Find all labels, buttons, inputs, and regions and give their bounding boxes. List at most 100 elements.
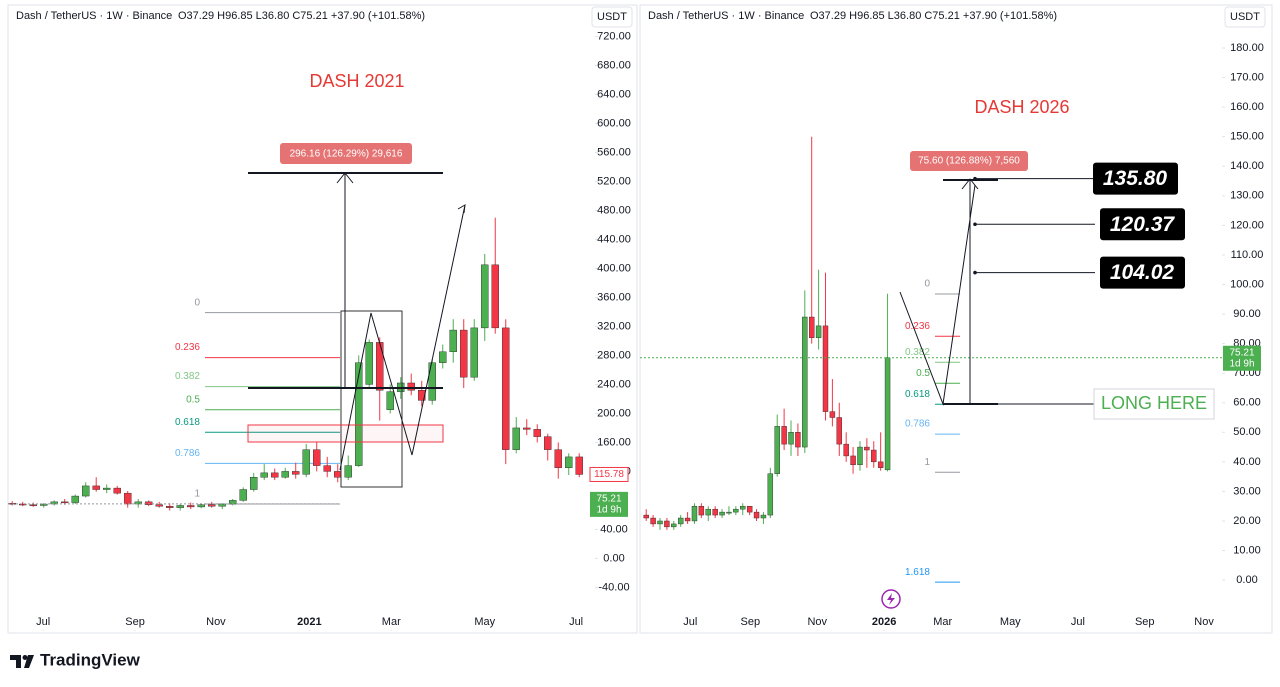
x-tick-label: Jul [683, 616, 697, 628]
y-tick-label: 130.00 [1230, 190, 1264, 202]
ohlc-header: O37.29 H96.85 L36.80 C75.21 +37.90 (+101… [810, 10, 1057, 22]
chart-title: DASH 2026 [974, 97, 1069, 117]
candle-body [470, 327, 478, 378]
candle-body [657, 520, 663, 525]
target-label: 120.37 [1110, 213, 1176, 236]
price-tag-value: 75.21 [1229, 347, 1254, 358]
target-box [1093, 162, 1178, 195]
y-tick-label: 640.00 [597, 88, 631, 100]
candle-body [376, 342, 384, 391]
candle-body [439, 351, 447, 363]
fib-label: 0 [924, 279, 930, 290]
fib-label: 0.618 [175, 417, 200, 428]
candle-body [103, 487, 111, 490]
target-box [1100, 208, 1185, 241]
fib-label: 1 [924, 457, 930, 468]
candle-body [871, 449, 877, 463]
entry-label: LONG HERE [1101, 393, 1207, 413]
candle-body [726, 511, 732, 514]
candle-body [877, 461, 884, 468]
logo [10, 655, 34, 668]
candle-body [82, 485, 90, 497]
fib-label: 0.382 [175, 371, 200, 382]
target-dot [973, 270, 977, 275]
y-tick-label: 50.00 [1233, 426, 1261, 438]
candle-body [712, 508, 718, 516]
y-tick-label: 140.00 [1230, 160, 1264, 172]
x-tick-label: May [1000, 616, 1021, 628]
candle-body [774, 426, 780, 474]
target-dot [973, 222, 977, 227]
y-tick-label: 160.00 [1230, 101, 1264, 113]
candle-body [449, 329, 457, 353]
target-label: 135.80 [1103, 167, 1168, 190]
candle-body [313, 449, 321, 466]
y-tick-label: 100.00 [1230, 278, 1264, 290]
candle-body [664, 520, 670, 528]
y-tick-label: 440.00 [597, 233, 631, 245]
y-tick-label: 560.00 [597, 146, 631, 158]
entry-box [1093, 388, 1215, 420]
currency-box [591, 6, 633, 28]
last-price-value: 115.78 [594, 469, 624, 480]
fib-label: 0.5 [186, 394, 200, 405]
candle-body [155, 504, 163, 507]
candle-body [428, 362, 436, 401]
candle-body [176, 505, 184, 508]
y-tick-label: 480.00 [597, 204, 631, 216]
y-tick-label: 150.00 [1230, 131, 1264, 143]
y-tick-label: 320.00 [597, 320, 631, 332]
y-tick-label: 200.00 [597, 407, 631, 419]
candle-body [781, 426, 787, 445]
y-tick-label: 40.00 [1233, 456, 1261, 468]
candle-body [187, 505, 195, 508]
symbol-header: Dash / TetherUS · 1W · Binance [648, 10, 804, 22]
fib-label: 0.618 [905, 389, 930, 400]
candle-body [802, 316, 808, 448]
y-tick-label: -40.00 [598, 581, 629, 593]
y-tick-label: 280.00 [597, 349, 631, 361]
candle-body [50, 501, 58, 505]
x-tick-label: Sep [741, 616, 761, 628]
candle-body [124, 492, 132, 505]
y-tick-label: 400.00 [597, 262, 631, 274]
measure-label: 75.60 (126.88%) 7,560 [918, 156, 1020, 167]
x-tick-label: Nov [1194, 616, 1214, 628]
candle-body [719, 511, 725, 516]
candle-body [677, 517, 684, 525]
y-tick-label: 180.00 [1230, 42, 1264, 54]
x-tick-label: Nov [206, 616, 226, 628]
candle-body [544, 436, 552, 450]
path-projection [339, 204, 466, 471]
candle-body [355, 362, 363, 466]
candle-body [491, 264, 499, 329]
candle-body [575, 456, 583, 475]
y-tick-label: 160.00 [597, 436, 631, 448]
fib-label: 0 [194, 297, 200, 308]
price-tag-value: 75.21 [596, 494, 621, 505]
candle-body [740, 505, 746, 510]
y-tick-label: 110.00 [1231, 249, 1264, 261]
y-tick-label: 170.00 [1230, 71, 1264, 83]
x-tick-label: Nov [807, 616, 827, 628]
candle-body [643, 514, 649, 519]
price-tag-countdown: 1d 9h [596, 505, 621, 516]
x-tick-label: Jul [1071, 616, 1085, 628]
candle-body [684, 517, 691, 522]
y-tick-label: 60.00 [1233, 397, 1261, 409]
candle-body [418, 390, 426, 401]
y-tick-label: 360.00 [597, 291, 631, 303]
x-tick-label: 2021 [297, 616, 321, 628]
y-tick-label: 0.00 [603, 552, 624, 564]
candle-body [218, 503, 226, 507]
fib-label: 0.786 [175, 448, 200, 459]
candle-body [386, 391, 394, 410]
fib-label: 0.236 [175, 342, 200, 353]
candle-body [29, 504, 37, 506]
x-tick-label: Sep [125, 616, 145, 628]
footer-brand: TradingView [40, 650, 141, 669]
candle-body [92, 485, 100, 490]
fib-label: 0.786 [905, 419, 930, 430]
candle-body [523, 427, 531, 430]
